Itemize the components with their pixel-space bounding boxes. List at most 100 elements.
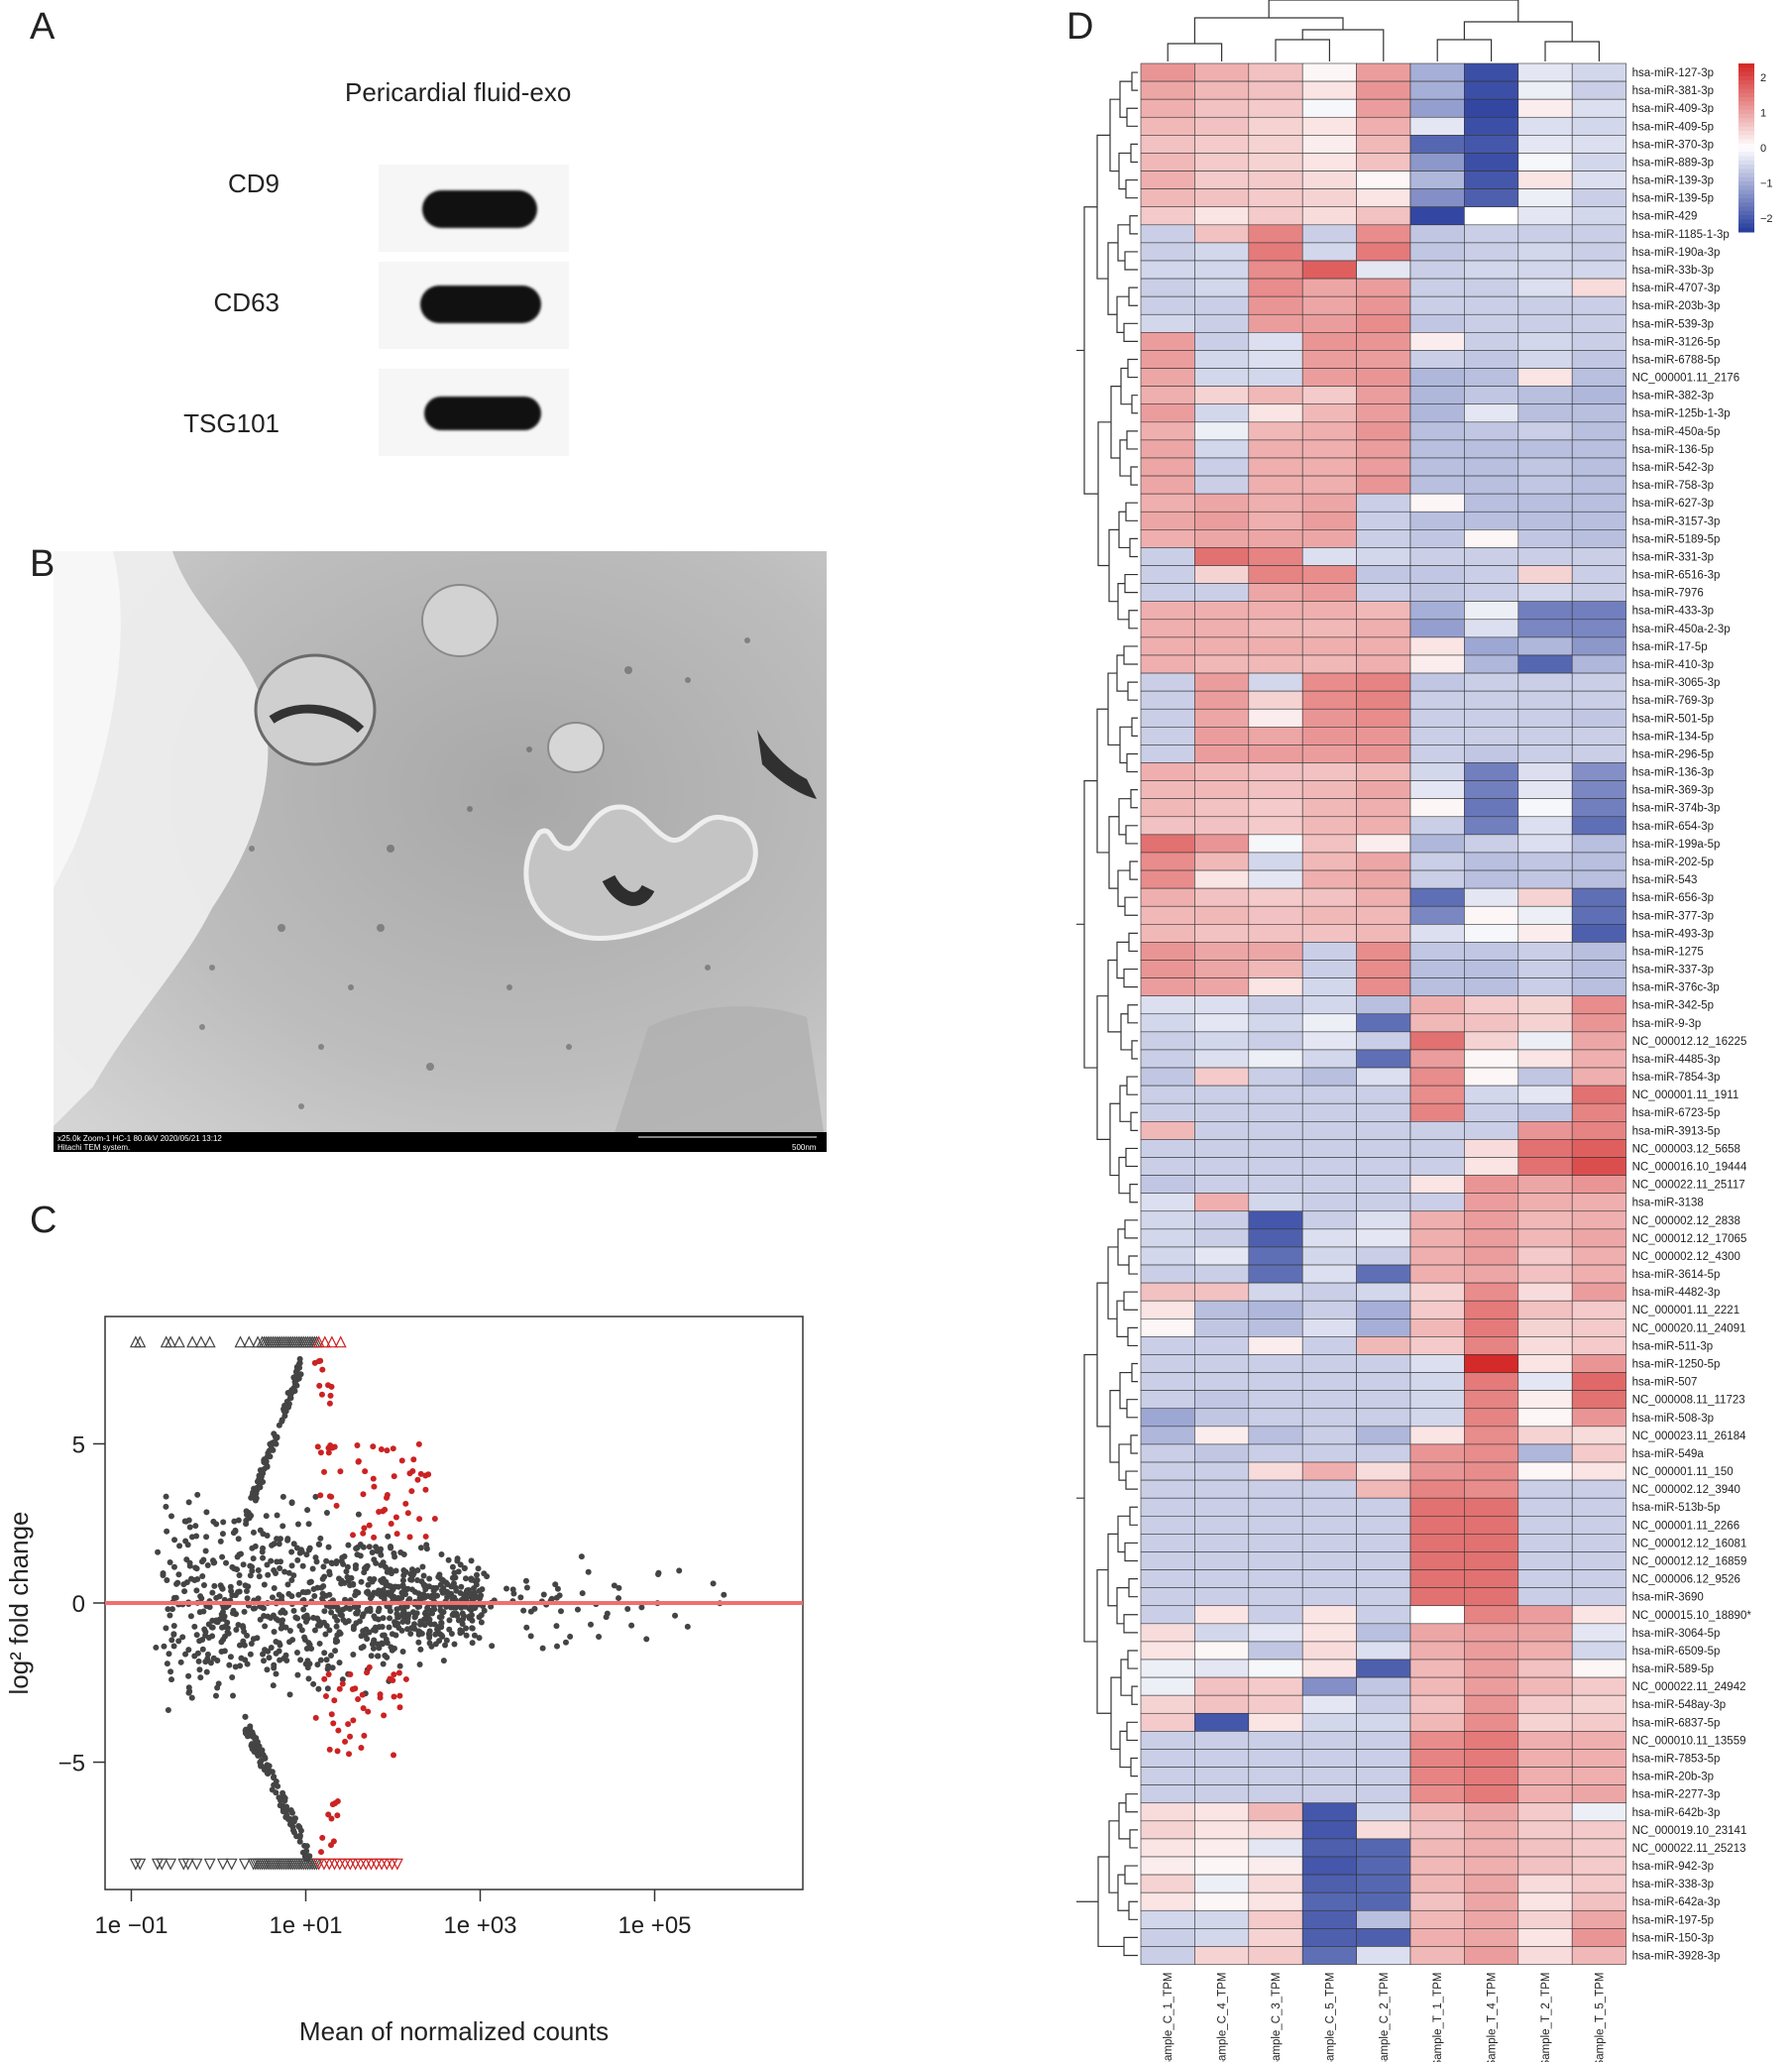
data-point: [369, 1548, 376, 1555]
heatmap-cell: [1409, 727, 1465, 745]
heatmap-cell: [1194, 1157, 1250, 1176]
heatmap-cell: [1140, 1354, 1195, 1373]
heatmap-cell: [1409, 1569, 1465, 1588]
heatmap-cell: [1248, 1157, 1303, 1176]
data-point: [426, 1632, 433, 1639]
data-point: [587, 1621, 594, 1628]
data-point: [574, 1606, 581, 1613]
dendrogram-branch: [1117, 1874, 1129, 1911]
dendrogram-branch: [1124, 1219, 1138, 1239]
data-point: [276, 1541, 282, 1547]
data-point: [436, 1571, 443, 1578]
heatmap-cell: [1140, 636, 1195, 656]
color-key-segment: [1738, 92, 1754, 98]
heatmap-cell: [1301, 242, 1357, 262]
heatmap-cell: [1409, 942, 1465, 961]
heatmap-cell: [1409, 295, 1465, 315]
column-label: Sample_C_2_TPM: [1379, 1973, 1391, 2062]
data-point: [312, 1714, 319, 1721]
data-point: [417, 1545, 424, 1551]
color-key-segment: [1738, 198, 1754, 203]
heatmap-cell: [1571, 1246, 1626, 1266]
data-point: [328, 1493, 335, 1500]
heatmap-cell: [1248, 852, 1303, 871]
heatmap-cell: [1464, 852, 1519, 871]
dendrogram-branch: [1124, 573, 1138, 594]
heatmap-cell: [1140, 1623, 1195, 1643]
capped-point-down: [354, 1858, 367, 1871]
data-point: [428, 1592, 435, 1599]
heatmap-cell: [1356, 403, 1411, 423]
data-point: [423, 1546, 430, 1552]
data-point: [288, 1500, 295, 1507]
capped-point-up: [334, 1335, 347, 1348]
heatmap-cell: [1194, 708, 1250, 728]
heatmap-cell: [1571, 583, 1626, 602]
heatmap-cell: [1409, 1372, 1465, 1391]
data-point: [168, 1637, 175, 1644]
heatmap-cell: [1571, 206, 1626, 226]
data-point: [153, 1644, 160, 1651]
heatmap-cell: [1356, 1443, 1411, 1463]
data-point: [317, 1657, 324, 1663]
heatmap-cell: [1140, 1264, 1195, 1284]
heatmap-cell: [1409, 780, 1465, 799]
heatmap-cell: [1248, 1175, 1303, 1194]
data-point: [271, 1628, 278, 1635]
vesicle-3: [547, 722, 605, 773]
heatmap-cell: [1409, 1767, 1465, 1785]
data-point: [562, 1639, 569, 1646]
data-point: [166, 1651, 172, 1658]
heatmap-cell: [1356, 1731, 1411, 1750]
heatmap-cell: [1464, 1946, 1519, 1965]
data-point: [264, 1666, 271, 1673]
data-point: [471, 1577, 478, 1584]
heatmap-cell: [1140, 672, 1195, 692]
heatmap-cell: [1571, 1784, 1626, 1804]
heatmap-cell: [1301, 547, 1357, 566]
heatmap-cell: [1571, 1909, 1626, 1929]
heatmap-cell: [1248, 1909, 1303, 1929]
heatmap-cell: [1464, 1731, 1519, 1750]
heatmap-cell: [1464, 260, 1519, 280]
dendrogram-branch: [1119, 1730, 1131, 1769]
y-tick-label: 0: [72, 1591, 85, 1618]
heatmap-cell: [1301, 421, 1357, 441]
data-point: [438, 1620, 445, 1627]
data-point: [220, 1519, 227, 1526]
data-point: [398, 1457, 405, 1464]
heatmap-cell: [1517, 1497, 1573, 1517]
heatmap-cell: [1409, 1534, 1465, 1552]
row-label: hsa-miR-4707-3p: [1632, 283, 1721, 294]
data-point: [275, 1782, 281, 1789]
heatmap-cell: [1248, 80, 1303, 100]
heatmap-cell: [1517, 924, 1573, 943]
heatmap-cell: [1356, 529, 1411, 548]
data-point: [295, 1591, 302, 1598]
data-point: [375, 1608, 382, 1615]
data-point: [257, 1476, 264, 1483]
heatmap-cell: [1464, 995, 1519, 1015]
color-key-segment: [1738, 135, 1754, 140]
dendrogram-branch: [1128, 932, 1138, 953]
heatmap-cell: [1571, 332, 1626, 351]
data-point: [191, 1623, 198, 1630]
heatmap-cell: [1301, 260, 1357, 280]
heatmap-cell: [1517, 708, 1573, 728]
heatmap-cell: [1409, 1139, 1465, 1158]
heatmap-cell: [1356, 834, 1411, 854]
heatmap-cell: [1464, 672, 1519, 692]
capped-point-up: [165, 1335, 177, 1348]
data-point: [527, 1633, 534, 1640]
data-point: [421, 1616, 428, 1623]
heatmap-cell: [1356, 601, 1411, 621]
data-point: [325, 1544, 332, 1550]
heatmap-cell: [1194, 1264, 1250, 1284]
heatmap-cell: [1248, 1390, 1303, 1410]
data-point: [314, 1443, 321, 1450]
data-point: [278, 1609, 284, 1616]
heatmap-cell: [1571, 1390, 1626, 1410]
heatmap-cell: [1356, 1515, 1411, 1535]
row-label: hsa-miR-6509-5p: [1632, 1646, 1721, 1658]
heatmap-cell: [1356, 852, 1411, 871]
